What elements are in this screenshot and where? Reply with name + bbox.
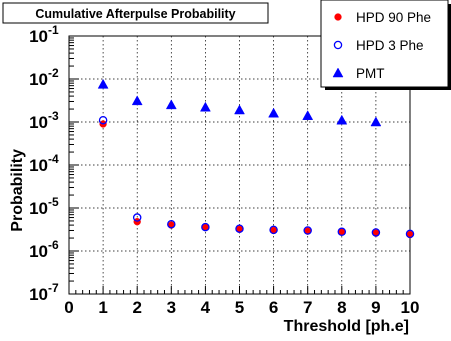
x-tick-label: 10 [401,298,420,317]
legend-label-hpd-3-phe: HPD 3 Phe [356,38,424,53]
y-tick-exponent: -6 [48,238,59,252]
data-point-pmt [269,108,279,117]
legend-label-hpd-90-phe: HPD 90 Phe [356,10,431,25]
x-tick-label: 7 [303,298,312,317]
legend-marker-hpd-90-phe [335,14,342,21]
y-tick-exponent: -5 [48,195,59,209]
data-markers [98,79,414,238]
y-tick-exponent: -4 [48,152,59,166]
x-tick-label: 8 [337,298,346,317]
data-point-pmt [98,79,108,88]
x-tick-label: 6 [269,298,278,317]
y-tick-label: 10 [29,199,48,218]
x-axis-title: Threshold [ph.e] [284,318,409,335]
data-point-pmt [303,111,313,120]
chart-title: Cumulative Afterpulse Probability [35,7,235,21]
y-tick-label: 10 [29,156,48,175]
x-tick-label: 1 [98,298,107,317]
x-tick-label: 2 [132,298,141,317]
y-axis-title: Probability [9,149,26,232]
x-tick-label: 5 [235,298,244,317]
data-point-pmt [132,96,142,105]
x-tick-label: 4 [201,298,211,317]
x-tick-label: 3 [167,298,176,317]
y-tick-exponent: -1 [48,23,59,37]
data-point-pmt [371,117,381,126]
y-tick-label: 10 [29,113,48,132]
y-tick-label: 10 [29,70,48,89]
y-tick-label: 10 [29,242,48,261]
data-point-pmt [337,115,347,124]
data-point-pmt [235,105,245,114]
legend-label-pmt: PMT [356,66,385,81]
y-tick-label: 10 [29,285,48,304]
y-tick-exponent: -3 [48,109,59,123]
data-point-pmt [200,102,210,111]
y-tick-exponent: -7 [48,281,59,295]
data-point-pmt [166,100,176,109]
y-tick-label: 10 [29,27,48,46]
y-tick-exponent: -2 [48,66,59,80]
x-tick-label: 0 [64,298,73,317]
x-tick-label: 9 [371,298,380,317]
